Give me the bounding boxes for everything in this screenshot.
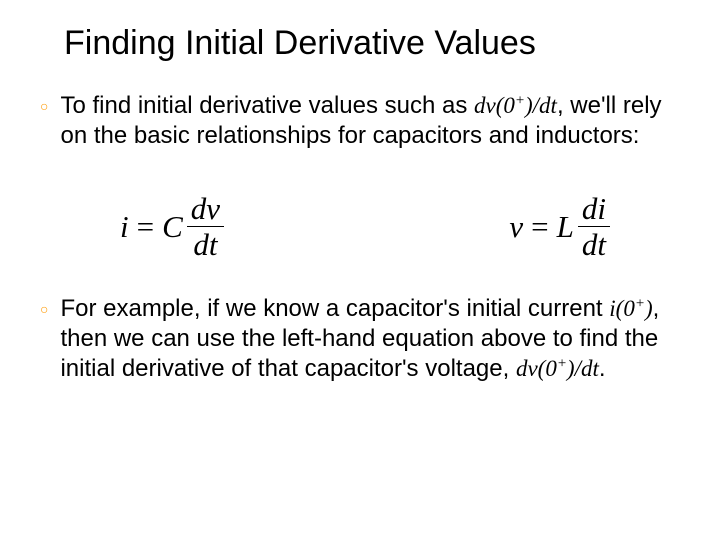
equations-row: i = C dv dt v = L di dt — [40, 165, 680, 290]
eq2-lhs: v — [509, 209, 523, 245]
eq1-fraction: dv dt — [187, 193, 224, 260]
eq2-coef: L — [557, 209, 574, 245]
bullet-1-pre: To find initial derivative values such a… — [60, 92, 474, 119]
eq2-den: dt — [578, 227, 610, 260]
bullet-1: ○ To find initial derivative values such… — [40, 91, 680, 151]
slide-title: Finding Initial Derivative Values — [64, 24, 680, 63]
bullet-1-var: dv(0+)/dt — [474, 93, 557, 118]
equation-capacitor: i = C dv dt — [120, 193, 224, 260]
bullet-2-pre: For example, if we know a capacitor's in… — [60, 295, 609, 322]
eq2-equals: = — [531, 209, 548, 245]
bullet-2-var1: i(0+) — [609, 296, 652, 321]
bullet-marker-icon: ○ — [40, 98, 48, 114]
bullet-2-post: . — [599, 355, 606, 382]
slide-container: Finding Initial Derivative Values ○ To f… — [0, 0, 720, 540]
eq1-den: dt — [189, 227, 221, 260]
eq1-lhs: i — [120, 209, 129, 245]
eq1-equals: = — [137, 209, 154, 245]
bullet-marker-icon: ○ — [40, 301, 48, 317]
bullet-2-text: For example, if we know a capacitor's in… — [60, 294, 680, 384]
eq1-num: dv — [187, 193, 224, 227]
bullet-2: ○ For example, if we know a capacitor's … — [40, 294, 680, 384]
equation-inductor: v = L di dt — [509, 193, 610, 260]
eq2-fraction: di dt — [578, 193, 610, 260]
eq1-coef: C — [162, 209, 183, 245]
bullet-1-text: To find initial derivative values such a… — [60, 91, 680, 151]
bullet-2-var2: dv(0+)/dt — [516, 356, 599, 381]
eq2-num: di — [578, 193, 610, 227]
